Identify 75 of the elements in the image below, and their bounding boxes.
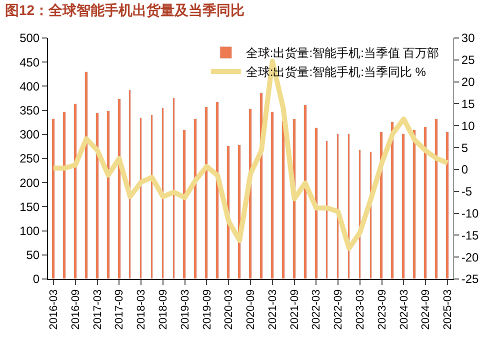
bar <box>402 134 405 279</box>
bar <box>434 118 438 279</box>
y-tick-label: 400 <box>20 79 40 94</box>
x-tick-label: 2021-03 <box>266 289 279 330</box>
bar <box>162 108 164 279</box>
x-tick-label: 2024-09 <box>420 289 432 330</box>
x-tick-label: 2024-03 <box>398 289 410 330</box>
x-tick-label: 2025-03 <box>442 289 454 330</box>
bar <box>390 122 394 279</box>
legend-label: 全球:出货量:智能手机:当季值 百万部 <box>246 46 440 60</box>
x-tick-label: 2022-09 <box>332 289 345 330</box>
y2-tick-label: -20 <box>461 250 480 264</box>
y-tick-label: 200 <box>20 176 40 190</box>
bar <box>106 110 110 279</box>
x-tick-label: 2021-09 <box>288 289 301 330</box>
y2-tick-label: 20 <box>461 75 476 90</box>
y-tick-label: 500 <box>20 31 40 46</box>
bar <box>412 130 416 279</box>
bar <box>270 112 274 279</box>
y-tick-label: 300 <box>20 128 40 142</box>
bar <box>336 134 339 279</box>
x-tick-label: 2020-03 <box>223 289 236 330</box>
bar <box>84 72 88 279</box>
bar <box>52 118 55 279</box>
y-tick-label: 250 <box>20 152 40 166</box>
bar <box>182 130 186 279</box>
bar <box>96 112 99 279</box>
bar <box>128 90 131 279</box>
y-tick-label: 450 <box>20 55 40 70</box>
bar <box>140 118 142 279</box>
y2-tick-label: 5 <box>461 140 468 155</box>
bar <box>62 112 66 279</box>
bar <box>446 132 449 279</box>
x-tick-label: 2016-09 <box>70 289 82 330</box>
bar <box>358 150 361 279</box>
y2-tick-label: 30 <box>461 31 476 46</box>
bar <box>74 104 77 279</box>
bar <box>348 134 350 279</box>
chart-title: 图12：全球智能手机出货量及当季同比 <box>5 2 245 18</box>
x-tick-label: 2016-03 <box>48 289 60 330</box>
bar <box>216 102 219 279</box>
x-tick-label: 2020-09 <box>245 289 258 330</box>
bar <box>172 98 175 279</box>
x-tick-label: 2023-03 <box>354 289 367 330</box>
x-tick-label: 2018-09 <box>158 289 170 330</box>
y2-tick-label: -15 <box>461 228 480 242</box>
bar <box>424 126 427 279</box>
bar <box>204 106 208 279</box>
y-tick-label: 150 <box>20 200 40 214</box>
bar <box>314 128 318 279</box>
x-tick-label: 2017-03 <box>92 289 104 330</box>
bar <box>118 98 121 279</box>
bar <box>304 104 307 279</box>
y2-tick-label: 15 <box>461 96 476 111</box>
bar <box>282 120 285 279</box>
x-tick-label: 2017-09 <box>114 289 126 330</box>
y2-tick-label: -25 <box>461 272 480 286</box>
y-tick-label: 50 <box>26 248 40 262</box>
x-tick-label: 2023-09 <box>376 289 388 330</box>
y2-tick-label: 25 <box>461 53 476 68</box>
bar <box>326 140 328 279</box>
y-tick-label: 0 <box>32 272 40 286</box>
y2-tick-label: 0 <box>461 162 468 177</box>
x-tick-label: 2019-03 <box>179 289 192 330</box>
y-tick-label: 100 <box>20 224 40 238</box>
x-tick-label: 2018-03 <box>136 289 148 330</box>
y2-tick-label: -5 <box>461 184 472 199</box>
bar <box>194 118 197 279</box>
y2-tick-label: -10 <box>461 206 480 220</box>
x-tick-label: 2019-09 <box>201 289 214 330</box>
bar <box>150 114 153 279</box>
y-tick-label: 350 <box>20 104 40 118</box>
x-tick-label: 2022-03 <box>310 289 323 330</box>
y2-tick-label: 10 <box>461 118 476 133</box>
legend-label: 全球:出货量:智能手机:当季同比 % <box>246 65 426 80</box>
